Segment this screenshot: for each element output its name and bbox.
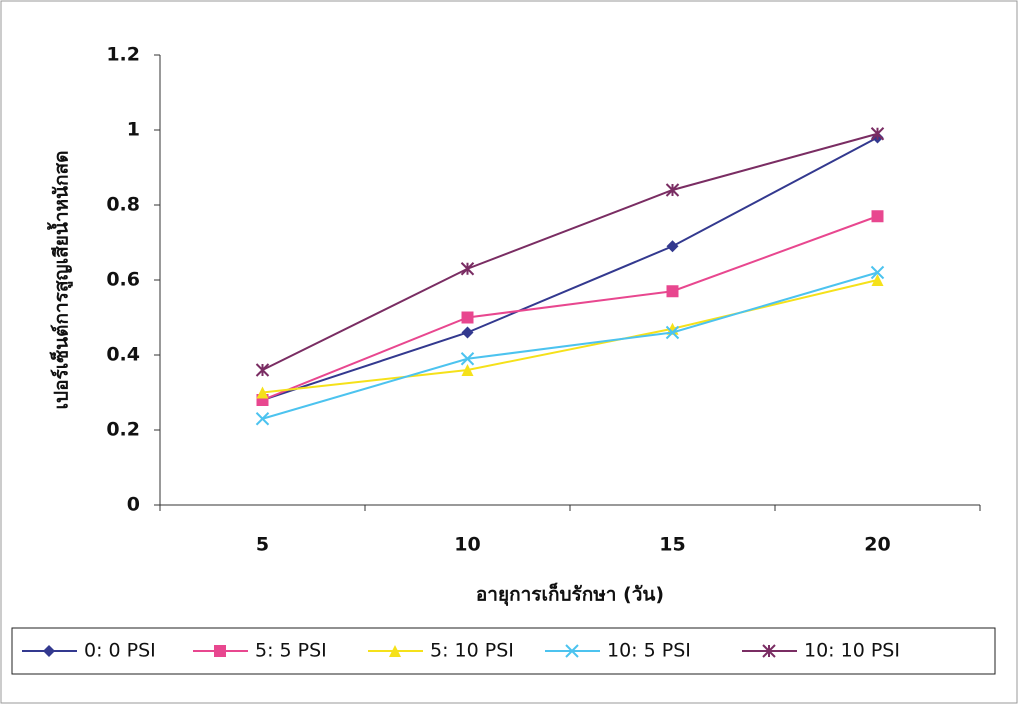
data-point (666, 240, 679, 253)
x-tick-label: 5 (256, 534, 269, 556)
x-tick-label: 20 (864, 534, 890, 556)
data-point (460, 262, 475, 276)
legend-label: 10: 5 PSI (607, 640, 691, 662)
legend-marker (762, 644, 776, 658)
y-tick-label: 0.4 (106, 344, 140, 366)
series-line (262, 136, 878, 401)
data-point (461, 326, 474, 339)
data-point (255, 363, 270, 377)
x-tick-label: 15 (659, 534, 685, 556)
legend-marker (389, 645, 401, 657)
series-line (262, 215, 878, 401)
legend-label: 10: 10 PSI (804, 640, 900, 662)
legend-marker (565, 644, 579, 658)
legend-label: 5: 10 PSI (430, 640, 514, 662)
data-point (665, 325, 680, 340)
x-axis-title: อายุการเก็บรักษา (วัน) (476, 582, 664, 607)
y-tick-label: 0.8 (106, 194, 140, 216)
data-point (255, 412, 270, 426)
y-tick-label: 0 (127, 494, 140, 516)
legend-box (11, 627, 996, 675)
data-point (461, 311, 474, 324)
legend-marker (214, 645, 226, 657)
y-tick-label: 1 (127, 119, 140, 141)
data-point (871, 210, 884, 223)
y-tick-label: 1.2 (106, 44, 140, 66)
series-line (262, 279, 878, 394)
data-point (870, 265, 885, 280)
legend-label: 5: 5 PSI (255, 640, 327, 662)
data-point (665, 183, 680, 197)
data-point (461, 364, 474, 376)
data-point (870, 127, 885, 141)
y-tick-label: 0.6 (106, 269, 140, 291)
legend-marker (43, 645, 55, 657)
series-line (262, 271, 878, 420)
y-axis-title: เปอร์เซ็นต์การสูญเสียน้ำหนักสด (47, 151, 74, 410)
x-tick-label: 10 (454, 534, 480, 556)
data-point (460, 352, 475, 366)
data-point (256, 386, 269, 399)
series-line (262, 132, 878, 371)
legend-label: 0: 0 PSI (84, 640, 156, 662)
data-point (666, 285, 679, 298)
y-tick-label: 0.2 (106, 419, 140, 441)
data-point (871, 274, 884, 286)
